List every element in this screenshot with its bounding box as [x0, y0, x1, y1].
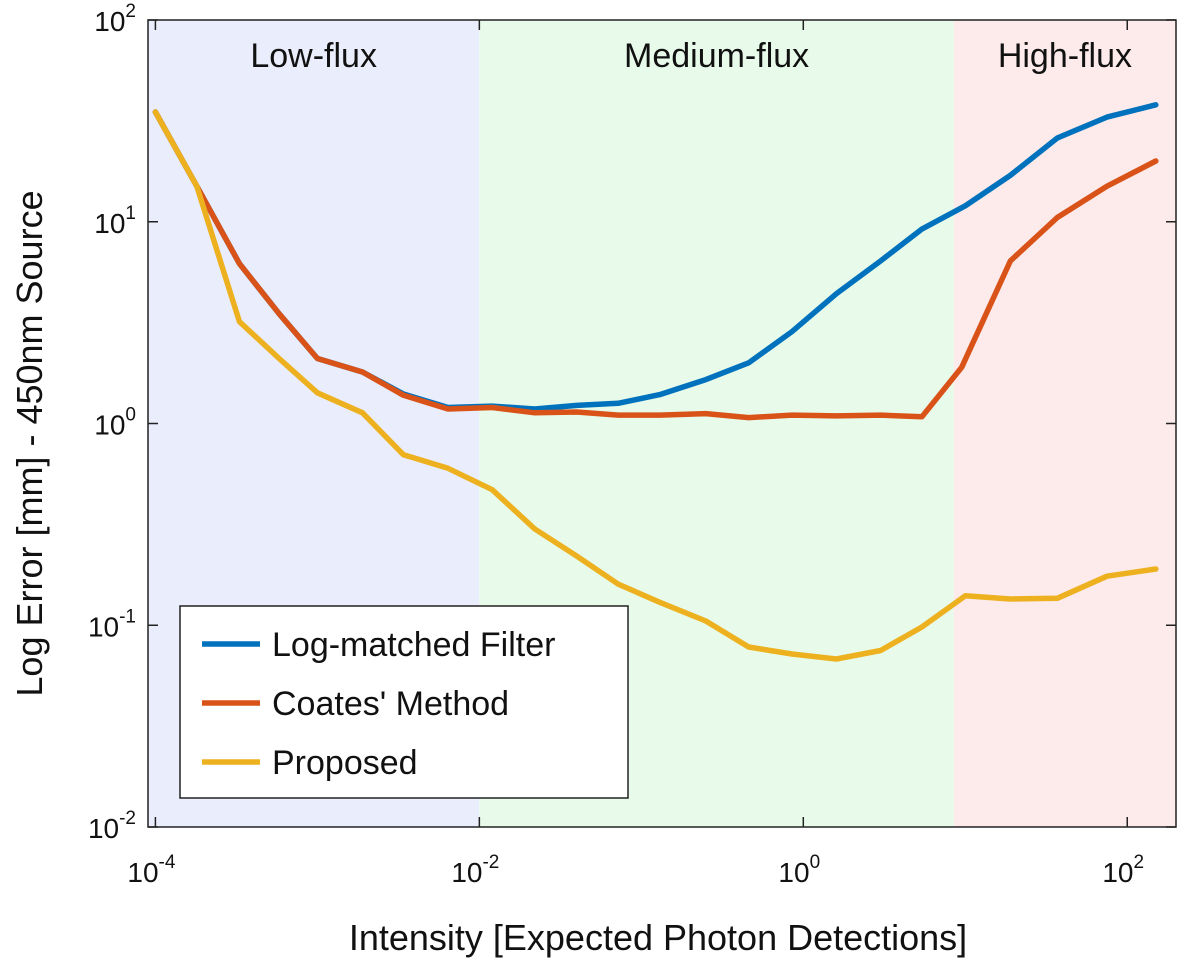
x-tick-base-0: 10	[127, 857, 158, 888]
y-tick-base-4: 10	[94, 6, 125, 37]
x-tick-label-0: 10-4	[127, 852, 175, 888]
y-tick-base-1: 10	[88, 611, 119, 642]
series-lines	[152, 102, 1159, 662]
region-band-2	[953, 20, 1176, 827]
x-tick-exp-1: -2	[482, 852, 499, 873]
y-tick-label-1: 10-1	[88, 606, 136, 642]
y-axis-label: Log Error [mm] - 450nm Source	[9, 190, 50, 696]
y-tick-label-0: 10-2	[88, 808, 136, 844]
x-tick-label-2: 100	[778, 852, 820, 888]
region-label-1: Medium-flux	[624, 37, 809, 75]
x-tick-exp-0: -4	[159, 852, 176, 873]
x-tick-label-1: 10-2	[451, 852, 499, 888]
region-labels: Low-flux Medium-flux High-flux	[250, 37, 1132, 75]
legend: Log-matched Filter Coates' Method Proposed	[179, 605, 629, 799]
flux-regions	[148, 20, 1176, 827]
y-tick-label-2: 100	[94, 405, 136, 441]
y-tick-exp-1: -1	[119, 606, 136, 627]
y-tick-exp-3: 1	[125, 203, 136, 224]
x-axis-label: Intensity [Expected Photon Detections]	[349, 917, 967, 958]
region-label-0: Low-flux	[250, 37, 377, 75]
y-tick-exp-2: 0	[125, 405, 136, 426]
series-line-1	[152, 109, 1159, 421]
series-line-2	[152, 109, 1159, 662]
legend-label-1: Coates' Method	[272, 685, 509, 723]
y-tick-label-3: 101	[94, 203, 136, 239]
y-tick-label-4: 102	[94, 1, 136, 37]
legend-label-0: Log-matched Filter	[272, 626, 555, 664]
y-tick-base-3: 10	[94, 208, 125, 239]
x-tick-base-1: 10	[451, 857, 482, 888]
x-tick-base-2: 10	[778, 857, 809, 888]
legend-label-2: Proposed	[272, 744, 418, 782]
region-label-2: High-flux	[998, 37, 1132, 75]
x-tick-base-3: 10	[1102, 857, 1133, 888]
x-tick-label-3: 102	[1102, 852, 1144, 888]
y-tick-exp-4: 2	[125, 1, 136, 22]
y-tick-exp-0: -2	[119, 808, 136, 829]
y-tick-base-0: 10	[88, 813, 119, 844]
y-tick-base-2: 10	[94, 410, 125, 441]
x-tick-exp-2: 0	[810, 852, 821, 873]
x-tick-exp-3: 2	[1134, 852, 1145, 873]
